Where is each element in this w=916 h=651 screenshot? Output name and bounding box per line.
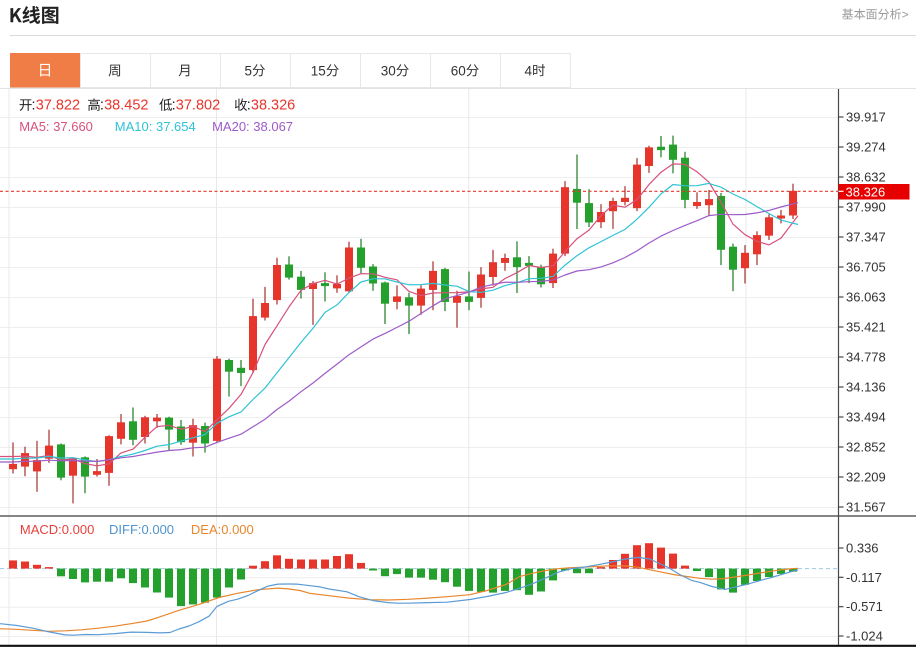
svg-text:34.136: 34.136 bbox=[846, 380, 886, 395]
svg-text:39.274: 39.274 bbox=[846, 140, 886, 155]
svg-text:60: 60 bbox=[451, 63, 466, 78]
svg-text:4: 4 bbox=[525, 63, 533, 78]
svg-text:MA10: 37.654: MA10: 37.654 bbox=[115, 119, 196, 134]
svg-text:30: 30 bbox=[381, 63, 396, 78]
svg-text:36.705: 36.705 bbox=[846, 260, 886, 275]
svg-text:37.347: 37.347 bbox=[846, 230, 886, 245]
svg-text:38.632: 38.632 bbox=[846, 170, 886, 185]
svg-text:MA5: 37.660: MA5: 37.660 bbox=[19, 119, 93, 134]
svg-text:34.778: 34.778 bbox=[846, 350, 886, 365]
svg-text:5: 5 bbox=[245, 63, 253, 78]
svg-text:-0.571: -0.571 bbox=[846, 599, 883, 614]
svg-text:32.852: 32.852 bbox=[846, 440, 886, 455]
svg-text::: : bbox=[247, 98, 251, 114]
svg-text:DIFF:0.000: DIFF:0.000 bbox=[109, 522, 174, 537]
svg-text:MACD:0.000: MACD:0.000 bbox=[20, 522, 94, 537]
svg-text:37.822: 37.822 bbox=[36, 98, 80, 114]
svg-text:39.917: 39.917 bbox=[846, 110, 886, 125]
svg-text:36.063: 36.063 bbox=[846, 290, 886, 305]
svg-text:31.567: 31.567 bbox=[846, 500, 886, 515]
svg-text:-0.117: -0.117 bbox=[846, 570, 882, 585]
svg-text::: : bbox=[32, 98, 36, 114]
svg-text::: : bbox=[172, 98, 176, 114]
svg-text:37.990: 37.990 bbox=[846, 200, 886, 215]
svg-text:MA20: 38.067: MA20: 38.067 bbox=[212, 119, 293, 134]
svg-text:35.421: 35.421 bbox=[846, 320, 886, 335]
svg-text:38.326: 38.326 bbox=[846, 184, 886, 199]
svg-text:33.494: 33.494 bbox=[846, 410, 886, 425]
svg-text:38.326: 38.326 bbox=[251, 98, 295, 114]
svg-text:15: 15 bbox=[311, 63, 326, 78]
svg-text::: : bbox=[100, 98, 104, 114]
svg-text:32.209: 32.209 bbox=[846, 470, 886, 485]
svg-text:DEA:0.000: DEA:0.000 bbox=[191, 522, 254, 537]
svg-text:37.802: 37.802 bbox=[176, 98, 220, 114]
svg-text:-1.024: -1.024 bbox=[846, 629, 883, 644]
svg-text:0.336: 0.336 bbox=[846, 541, 879, 556]
svg-text:>: > bbox=[902, 8, 909, 22]
svg-text:38.452: 38.452 bbox=[104, 98, 148, 114]
